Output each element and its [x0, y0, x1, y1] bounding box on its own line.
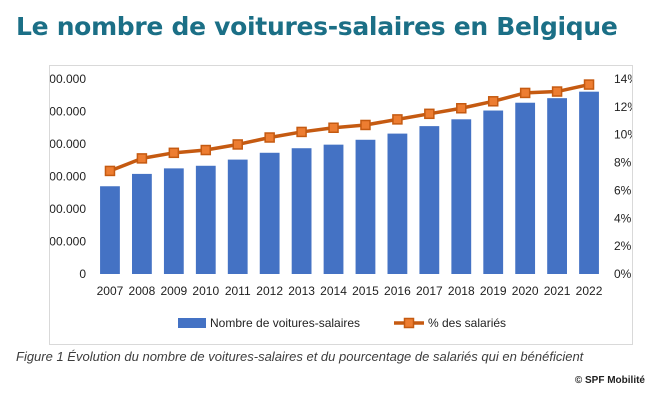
right-axis-tick-label: 6% — [614, 183, 632, 197]
point-2022 — [583, 79, 595, 90]
legend: Nombre de voitures-salaires % des salarié… — [178, 316, 506, 330]
bar-2015 — [355, 139, 376, 274]
bar-2012 — [259, 152, 280, 274]
point-2018 — [456, 103, 467, 114]
x-axis-tick-label: 2015 — [352, 284, 379, 298]
point-2007 — [104, 165, 116, 177]
right-axis-tick-label: 12% — [614, 100, 632, 114]
x-axis-tick-label: 2012 — [256, 284, 283, 298]
x-axis-tick-label: 2010 — [192, 284, 219, 298]
right-axis-tick-label: 10% — [614, 128, 632, 142]
chart-panel: 0 100.000 200.000 300.000 400.000 500.000 600.… — [49, 65, 633, 345]
x-axis-tick-label: 2007 — [97, 284, 124, 298]
x-axis-tick-label: 2021 — [544, 284, 571, 298]
x-axis-tick-label: 2008 — [129, 284, 156, 298]
x-axis-tick-label: 2020 — [512, 284, 539, 298]
bar-2016 — [387, 133, 408, 274]
point-2015 — [360, 119, 371, 131]
point-2008 — [136, 153, 148, 164]
legend-line-marker — [403, 317, 415, 329]
bar-2019 — [483, 110, 504, 275]
point-2020 — [519, 87, 531, 99]
legend-label-line: % des salariés — [428, 316, 506, 330]
point-2016 — [392, 114, 403, 125]
bar-2011 — [227, 159, 248, 274]
bar-2008 — [132, 173, 152, 274]
x-axis-tick-label: 2018 — [448, 284, 475, 298]
legend-label-bars: Nombre de voitures-salaires — [210, 316, 360, 330]
copyright-credit: © SPF Mobilité — [574, 375, 645, 386]
left-axis-tick-label: 600.000 — [50, 72, 86, 86]
bar-2020 — [515, 102, 536, 274]
line-series — [104, 79, 595, 177]
left-axis-tick-label: 500.000 — [50, 105, 86, 119]
bar-2017 — [419, 126, 440, 274]
right-axis-tick-labels: 0% 2% 4% 6% 8% 10% 12% 14% — [614, 72, 632, 281]
legend-bar-swatch — [178, 318, 206, 328]
bar-2022 — [579, 91, 599, 274]
bar-2007 — [100, 186, 120, 274]
left-axis-tick-labels: 0 100.000 200.000 300.000 400.000 500.000 600.… — [50, 72, 86, 281]
line-path — [109, 82, 590, 173]
point-2017 — [424, 108, 435, 120]
x-axis-tick-label: 2019 — [480, 284, 507, 298]
x-axis-tick-label: 2009 — [160, 284, 187, 298]
bar-2021 — [547, 98, 567, 274]
point-2014 — [328, 122, 339, 133]
point-2013 — [296, 126, 307, 138]
point-2012 — [264, 132, 275, 143]
page-title: Le nombre de voitures-salaires en Belgiq… — [16, 12, 618, 41]
left-axis-tick-label: 300.000 — [50, 170, 86, 184]
left-axis-tick-label: 400.000 — [50, 137, 86, 151]
x-axis-tick-label: 2011 — [225, 284, 251, 298]
right-axis-tick-label: 14% — [614, 72, 632, 86]
point-2010 — [200, 144, 212, 156]
left-axis-tick-label: 100.000 — [50, 235, 86, 249]
point-2021 — [551, 86, 563, 97]
left-axis-tick-label: 200.000 — [50, 202, 86, 216]
x-axis-tick-label: 2017 — [416, 284, 443, 298]
point-2019 — [487, 96, 499, 107]
point-2009 — [168, 147, 180, 159]
left-axis-tick-label: 0 — [79, 267, 86, 281]
x-axis-tick-label: 2022 — [576, 284, 603, 298]
figure-caption: Figure 1 Évolution du nombre de voitures… — [16, 349, 584, 364]
bar-2010 — [195, 165, 216, 274]
bar-2018 — [451, 119, 472, 274]
right-axis-tick-label: 2% — [614, 239, 632, 253]
bar-2013 — [291, 148, 312, 274]
point-2011 — [232, 139, 243, 150]
x-axis-tick-label: 2014 — [320, 284, 347, 298]
combo-chart: 0 100.000 200.000 300.000 400.000 500.000 600.… — [50, 72, 632, 330]
x-axis-tick-label: 2013 — [288, 284, 315, 298]
right-axis-tick-label: 4% — [614, 211, 632, 225]
x-axis-tick-label: 2016 — [384, 284, 411, 298]
right-axis-tick-label: 8% — [614, 156, 632, 170]
right-axis-tick-label: 0% — [614, 267, 632, 281]
bar-2014 — [323, 144, 344, 274]
x-axis-tick-labels: 2007 2008 2009 2010 2011 2012 2013 2014 2015 2016… — [97, 284, 603, 298]
bar-2009 — [163, 168, 184, 274]
bar-series — [100, 91, 599, 275]
